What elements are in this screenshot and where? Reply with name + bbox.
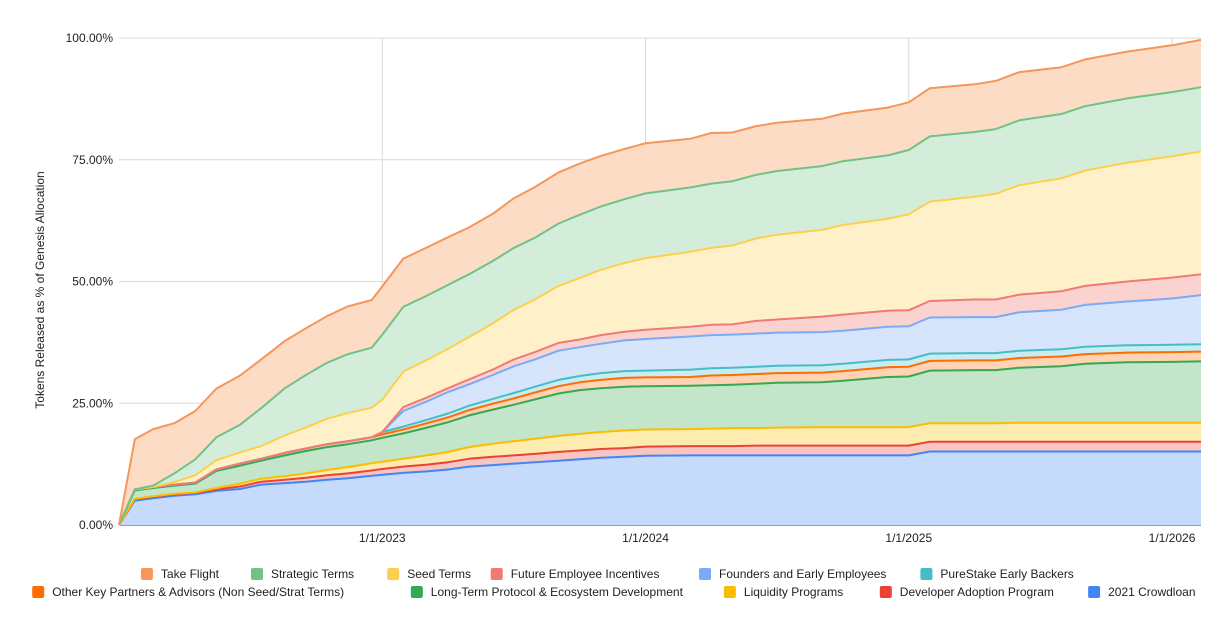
legend-swatch	[490, 568, 503, 580]
legend-item: Other Key Partners & Advisors (Non Seed/…	[32, 585, 344, 599]
area-2021-crowdloan	[119, 451, 1201, 525]
line-future-employee-incentives	[118, 273, 1202, 526]
y-axis-title: Tokens Released as % of Genesis Allocati…	[33, 171, 47, 408]
legend-label: Other Key Partners & Advisors (Non Seed/…	[52, 585, 344, 599]
legend-item: PureStake Early Backers	[920, 567, 1074, 581]
series-lines	[118, 38, 1202, 526]
legend-label: Future Employee Incentives	[511, 567, 660, 581]
legend-label: Take Flight	[161, 567, 220, 581]
legend-label: Developer Adoption Program	[900, 585, 1054, 599]
x-tick-label: 1/1/2026	[1149, 531, 1196, 545]
y-tick-label: 100.00%	[66, 31, 114, 45]
legend-swatch	[140, 568, 153, 580]
legend-label: Long-Term Protocol & Ecosystem Developme…	[431, 585, 684, 599]
x-axis-ticks: 1/1/2023 1/1/2024 1/1/2025 1/1/2026	[359, 531, 1196, 545]
area-seed-terms	[119, 151, 1201, 525]
legend-swatch	[250, 568, 263, 580]
legend-item: Long-Term Protocol & Ecosystem Developme…	[410, 585, 684, 599]
legend-item: Seed Terms	[387, 567, 471, 581]
area-strategic-terms	[119, 87, 1201, 525]
legend-swatch	[1088, 586, 1101, 598]
legend-item: Future Employee Incentives	[490, 567, 660, 581]
series-areas	[119, 39, 1201, 526]
legend-swatch	[410, 586, 423, 598]
line-2021-crowdloan	[118, 450, 1201, 526]
x-tick-label: 1/1/2024	[622, 531, 669, 545]
line-developer-adoption-program	[118, 440, 1201, 526]
legend-label: Strategic Terms	[271, 567, 354, 581]
legend-item: Strategic Terms	[250, 567, 354, 581]
y-tick-label: 50.00%	[72, 275, 113, 289]
legend-swatch	[699, 568, 712, 580]
line-take-flight	[118, 38, 1202, 526]
y-axis-ticks: 0.00% 25.00% 50.00% 75.00% 100.00%	[66, 31, 114, 532]
x-tick-label: 1/1/2023	[359, 531, 406, 545]
line-long-term-protocol-ecosystem-development	[118, 360, 1202, 526]
legend-swatch	[387, 568, 400, 580]
legend-item: Take Flight	[140, 567, 220, 581]
legend-label: PureStake Early Backers	[940, 567, 1073, 581]
legend-item: Founders and Early Employees	[699, 567, 886, 581]
x-tick-label: 1/1/2025	[885, 531, 932, 545]
legend-label: 2021 Crowdloan	[1108, 585, 1195, 599]
legend-item: Developer Adoption Program	[879, 585, 1054, 599]
area-long-term-protocol-ecosystem-development	[119, 361, 1201, 525]
legend-label: Founders and Early Employees	[719, 567, 886, 581]
legend-swatch	[723, 586, 736, 598]
area-founders-and-early-employees	[119, 295, 1201, 525]
y-tick-label: 0.00%	[79, 518, 113, 532]
line-strategic-terms	[118, 86, 1202, 526]
legend-item: 2021 Crowdloan	[1088, 585, 1196, 599]
line-liquidity-programs	[118, 421, 1201, 526]
area-take-flight	[119, 39, 1201, 526]
area-developer-adoption-program	[119, 441, 1201, 525]
legend-item: Liquidity Programs	[723, 585, 843, 599]
line-seed-terms	[118, 150, 1202, 526]
legend-label: Seed Terms	[407, 567, 471, 581]
legend-swatch	[920, 568, 933, 580]
legend-label: Liquidity Programs	[744, 585, 843, 599]
y-tick-label: 25.00%	[72, 396, 113, 410]
legend-swatch	[879, 586, 892, 598]
area-future-employee-incentives	[119, 274, 1201, 525]
y-tick-label: 75.00%	[72, 153, 113, 167]
legend: Take Flight Strategic Terms Seed Terms Futu…	[32, 567, 1196, 599]
legend-swatch	[32, 586, 45, 598]
